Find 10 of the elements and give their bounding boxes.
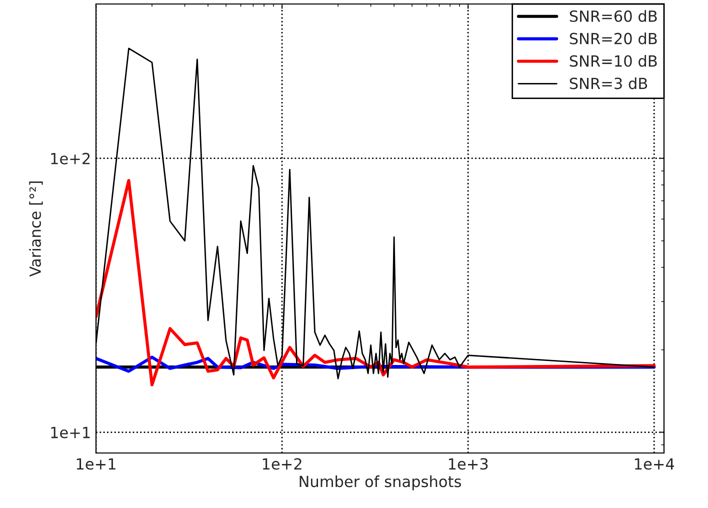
x-tick-label: 1e+4 — [634, 458, 674, 470]
legend-label: SNR=20 dB — [570, 32, 657, 44]
x-tick-label: 1e+2 — [262, 458, 302, 470]
x-axis-title: Number of snapshots — [300, 475, 461, 490]
y-axis-title: Variance [°²] — [29, 182, 43, 277]
x-tick-label: 1e+1 — [76, 458, 116, 470]
x-tick-label: 1e+3 — [448, 458, 488, 470]
legend-label: SNR=3 dB — [570, 77, 648, 90]
legend-label: SNR=10 dB — [570, 54, 657, 67]
legend-label: SNR=60 dB — [570, 10, 657, 22]
